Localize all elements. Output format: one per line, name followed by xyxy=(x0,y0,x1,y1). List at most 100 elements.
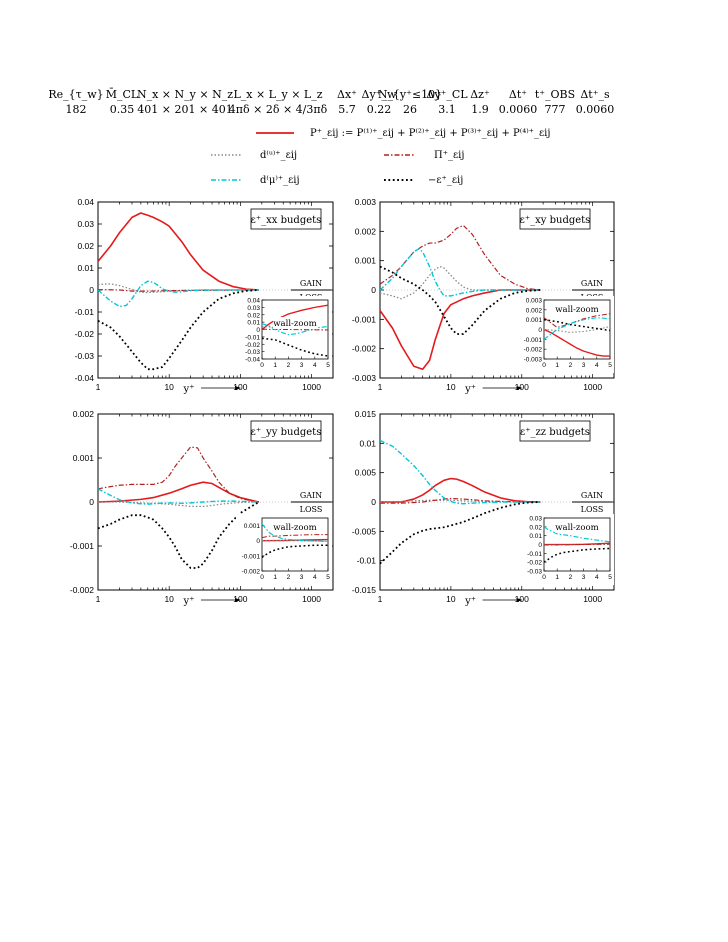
loss-label: LOSS xyxy=(300,505,323,514)
inset-y-tick-label: -0.02 xyxy=(527,560,542,567)
inset-y-tick-label: -0.01 xyxy=(527,551,542,558)
inset-series-line xyxy=(262,304,328,331)
series-line xyxy=(380,224,541,291)
inset-x-tick-label: 5 xyxy=(608,362,612,369)
inset-series-line xyxy=(544,317,610,340)
inset-y-tick-label: 0 xyxy=(256,327,260,334)
inset-y-tick-label: -0.02 xyxy=(245,342,260,349)
y-tick-label: -0.002 xyxy=(70,585,94,595)
param-header: M̄_CL xyxy=(106,88,139,101)
y-tick-label: 0.001 xyxy=(73,453,95,463)
param-value: 0.22 xyxy=(367,103,392,116)
budget-panels: 0.040.030.020.010-0.01-0.02-0.03-0.041 10… xyxy=(70,197,615,607)
x-tick-label: 10 xyxy=(446,594,456,604)
panel-title: ε⁺_xy budgets xyxy=(520,215,591,226)
param-header: Δt⁺_s xyxy=(580,88,610,101)
y-tick-label: -0.02 xyxy=(75,329,95,339)
x-tick-label: 10 xyxy=(164,594,174,604)
y-tick-label: 0.001 xyxy=(355,256,377,266)
series-line xyxy=(98,212,259,291)
x-axis-arrowhead xyxy=(235,598,242,602)
param-value: 777 xyxy=(545,103,566,116)
y-tick-label: 0.02 xyxy=(77,241,94,251)
param-value: 1.9 xyxy=(471,103,489,116)
param-header: Δx⁺ xyxy=(337,88,357,101)
y-tick-label: 0 xyxy=(89,285,94,295)
series-line xyxy=(380,265,541,335)
inset-series-line xyxy=(544,326,610,334)
x-axis-label: y⁺ xyxy=(183,384,195,395)
series-line xyxy=(380,497,541,504)
y-tick-label: -0.04 xyxy=(75,373,95,383)
inset-series-line xyxy=(262,544,328,559)
inset-x-tick-label: 5 xyxy=(326,574,330,581)
x-tick-label: 100 xyxy=(515,594,529,604)
inset-y-tick-label: 0.001 xyxy=(244,523,261,530)
inset-x-tick-label: 5 xyxy=(326,362,330,369)
inset-label-background xyxy=(273,317,317,329)
inset-x-tick-label: 5 xyxy=(608,574,612,581)
series-line xyxy=(98,501,259,508)
param-value: 5.7 xyxy=(338,103,356,116)
series-line xyxy=(98,446,259,503)
series-line xyxy=(98,289,259,371)
inset-x-tick-label: 0 xyxy=(542,362,546,369)
y-tick-label: 0 xyxy=(89,497,94,507)
legend-label: d⁽ᵘ⁾⁺_εij xyxy=(260,150,297,161)
inset-label: wall-zoom xyxy=(273,319,316,329)
inset-y-tick-label: -0.03 xyxy=(245,349,260,356)
param-value: 26 xyxy=(403,103,417,116)
chart-panel: 0.040.030.020.010-0.01-0.02-0.03-0.041 10… xyxy=(75,197,334,395)
param-header: Δy⁺_w xyxy=(362,88,397,101)
inset-x-tick-label: 3 xyxy=(582,362,586,369)
legend-label: −ε⁺_εij xyxy=(428,175,463,186)
series-line xyxy=(380,499,541,503)
param-header: N_x × N_y × N_z xyxy=(137,88,233,101)
x-tick-label: 100 xyxy=(233,594,247,604)
series-line xyxy=(98,501,260,569)
series-line xyxy=(98,488,259,505)
x-tick-label: 1000 xyxy=(302,382,321,392)
panel-title: ε⁺_xx budgets xyxy=(251,215,322,226)
inset-y-tick-label: -0.01 xyxy=(245,334,260,341)
inset-y-tick-label: -0.04 xyxy=(245,357,260,364)
inset-x-tick-label: 2 xyxy=(569,574,573,581)
inset-y-tick-label: 0 xyxy=(256,538,260,545)
inset-y-tick-label: 0.04 xyxy=(247,298,260,305)
inset-y-tick-label: 0 xyxy=(538,327,542,334)
y-tick-label: 0.003 xyxy=(355,197,377,207)
param-value: 0.35 xyxy=(110,103,135,116)
y-tick-label: -0.01 xyxy=(357,556,377,566)
inset-y-tick-label: 0.02 xyxy=(247,312,260,319)
param-value: 0.0060 xyxy=(576,103,615,116)
param-header: L_x × L_y × L_z xyxy=(233,88,322,101)
panel-title: ε⁺_zz budgets xyxy=(520,427,590,438)
inset-series-line xyxy=(262,323,328,336)
y-tick-label: 0.01 xyxy=(359,438,376,448)
inset-y-tick-label: -0.002 xyxy=(242,569,261,576)
panel-title-box xyxy=(250,420,322,442)
x-tick-label: 1 xyxy=(378,594,383,604)
param-header: Δz⁺ xyxy=(470,88,490,101)
inset-label-background xyxy=(555,521,599,533)
series-line xyxy=(380,477,541,503)
param-header: N_{y⁺≤10} xyxy=(378,88,442,101)
x-axis-label: y⁺ xyxy=(183,596,195,607)
param-value: 182 xyxy=(66,103,87,116)
panel-title-box xyxy=(250,208,322,230)
inset-series-line xyxy=(262,534,328,539)
inset-series-line xyxy=(544,328,610,357)
x-tick-label: 100 xyxy=(233,382,247,392)
series-line xyxy=(380,265,541,300)
inset-x-tick-label: 3 xyxy=(300,362,304,369)
inset-y-tick-label: 0.03 xyxy=(529,516,542,523)
inset-series-line xyxy=(262,523,328,542)
inset-series-line xyxy=(262,337,328,357)
y-tick-label: -0.003 xyxy=(352,373,376,383)
y-tick-label: -0.03 xyxy=(75,351,95,361)
param-header: Δy⁺_CL xyxy=(426,88,468,101)
inset-series-line xyxy=(262,328,328,331)
